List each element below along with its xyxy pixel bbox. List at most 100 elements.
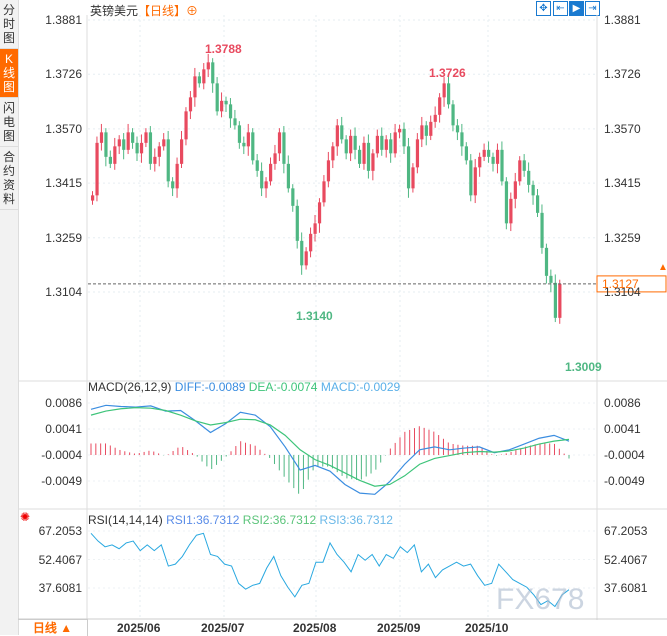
crosshair-icon[interactable]: ✥ xyxy=(536,1,551,16)
candle-body xyxy=(126,132,130,150)
candle-body xyxy=(264,181,268,189)
current-price-box xyxy=(596,275,667,293)
candle-body xyxy=(344,139,348,154)
price-tick: 1.3881 xyxy=(604,13,641,27)
candle-body xyxy=(482,149,486,157)
candle-body xyxy=(309,233,313,252)
scroll-end-icon[interactable]: ⇥ xyxy=(585,1,600,16)
candle-body xyxy=(340,125,344,140)
candle-body xyxy=(148,132,153,164)
macd-diff: DIFF:-0.0089 xyxy=(174,380,246,394)
date-label: 2025/09 xyxy=(377,621,421,635)
candle-body xyxy=(131,132,135,143)
candle-body xyxy=(451,104,455,126)
macd-tick: -0.0049 xyxy=(41,474,82,488)
candle-body xyxy=(260,170,264,189)
candle-body xyxy=(269,163,273,182)
candle-body xyxy=(464,146,468,161)
rsi2: RSI2:36.7312 xyxy=(242,513,317,527)
tab-flash-chart[interactable]: 闪电图 xyxy=(0,98,18,147)
candle-body xyxy=(371,153,375,171)
tab-time-chart[interactable]: 分时图 xyxy=(0,0,18,49)
candle-body xyxy=(91,195,95,201)
date-label: 2025/08 xyxy=(293,621,337,635)
candle-body xyxy=(447,83,451,105)
candle-body xyxy=(518,160,522,182)
macd-dea: DEA:-0.0074 xyxy=(248,380,318,394)
candle-body xyxy=(282,132,286,164)
rsi-tick: 52.4067 xyxy=(38,552,82,567)
candle-body xyxy=(277,132,282,154)
rsi1: RSI1:36.7312 xyxy=(166,513,240,527)
zoom-range-icon[interactable]: ⇤ xyxy=(553,1,568,16)
watermark-logo: FX678 xyxy=(496,583,585,616)
candle-body xyxy=(95,142,99,196)
macd-tick: 0.0041 xyxy=(604,422,641,436)
price-tick: 1.3259 xyxy=(604,230,641,245)
price-tick: 1.3104 xyxy=(604,284,641,299)
candle-body xyxy=(473,167,477,196)
candle-body xyxy=(415,139,420,168)
rsi-tick: 67.2053 xyxy=(604,524,648,538)
current-price-label: 1.3127 xyxy=(602,276,639,291)
period-button[interactable]: 日线 ▲ xyxy=(18,619,88,636)
candle-body xyxy=(424,125,428,136)
candle-body xyxy=(389,139,393,154)
candle-body xyxy=(362,142,366,164)
candle-body xyxy=(171,181,175,189)
candle-body xyxy=(166,139,170,182)
candle-body xyxy=(108,156,112,164)
candle-body xyxy=(113,146,117,164)
candle-body xyxy=(228,104,233,119)
candle-body xyxy=(487,149,491,157)
candle-body xyxy=(522,160,526,171)
price-tick: 1.3570 xyxy=(604,121,641,136)
candle-body xyxy=(540,212,544,248)
candle-body xyxy=(180,139,184,164)
macd-title: MACD(26,12,9) xyxy=(88,380,172,394)
tab-contract-info[interactable]: 合约资料 xyxy=(0,147,18,210)
symbol-name: 英镑美元 xyxy=(90,4,139,18)
candle-body xyxy=(211,62,215,84)
candle-body xyxy=(295,205,299,241)
date-label: 2025/10 xyxy=(465,621,509,635)
macd-value: MACD:-0.0029 xyxy=(320,380,401,394)
price-tick: 1.3104 xyxy=(45,284,82,299)
candle-body xyxy=(135,142,139,154)
candle-body xyxy=(406,146,411,189)
tab-k-line-chart[interactable]: K线图 xyxy=(0,49,18,98)
rsi3: RSI3:36.7312 xyxy=(319,513,393,527)
play-icon[interactable]: ▶ xyxy=(569,1,584,16)
candle-body xyxy=(531,184,535,196)
candle-body xyxy=(304,251,308,266)
candle-body xyxy=(380,135,384,150)
rsi-tick: 67.2053 xyxy=(38,524,82,538)
candle-body xyxy=(237,125,242,143)
candle-body xyxy=(411,167,415,189)
candle-body xyxy=(202,69,206,84)
candle-body xyxy=(220,100,224,112)
candle-body xyxy=(255,160,259,171)
candle-body xyxy=(393,132,397,154)
price-tick: 1.3726 xyxy=(604,67,641,82)
candle-body xyxy=(175,163,179,189)
price-tick: 1.3726 xyxy=(45,67,82,82)
candle-body xyxy=(291,188,295,206)
add-icon[interactable]: ⊕ xyxy=(186,4,199,18)
candle-body xyxy=(215,83,219,112)
settings-sun-icon[interactable]: ✺ xyxy=(20,510,31,524)
rsi-title: RSI(14,14,14) xyxy=(88,513,163,527)
low-marker: 1.3140 xyxy=(296,309,333,323)
candle-body xyxy=(536,195,540,213)
candle-body xyxy=(273,153,277,164)
price-tick: 1.3415 xyxy=(45,176,82,191)
candle-body xyxy=(322,181,326,203)
price-tick: 1.3570 xyxy=(45,121,82,136)
candle-body xyxy=(384,139,388,150)
candle-body xyxy=(544,247,549,276)
macd-tick: 0.0086 xyxy=(45,396,82,410)
candle-body xyxy=(99,132,104,143)
low-marker: 1.3009 xyxy=(565,360,602,374)
candle-body xyxy=(495,149,500,164)
